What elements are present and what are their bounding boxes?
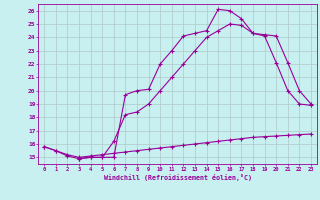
X-axis label: Windchill (Refroidissement éolien,°C): Windchill (Refroidissement éolien,°C) bbox=[104, 174, 252, 181]
